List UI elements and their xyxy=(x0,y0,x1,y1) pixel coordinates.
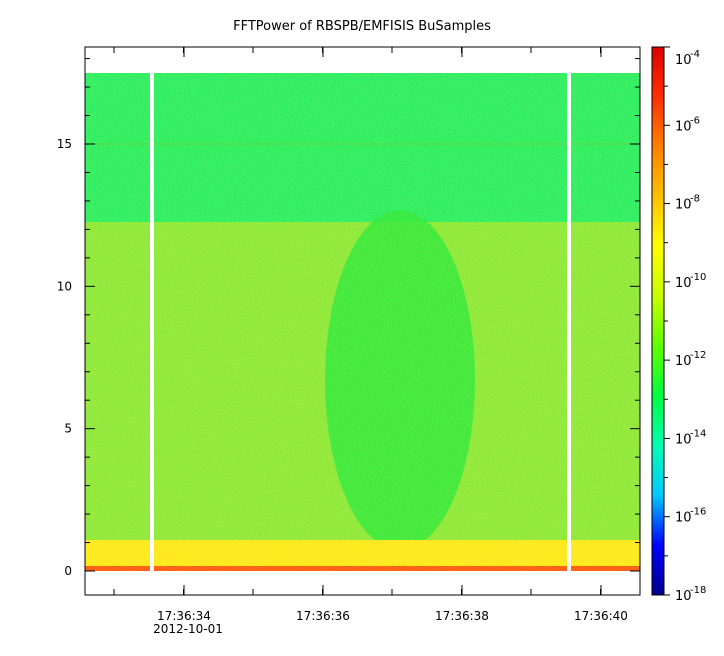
colorbar-tick-label: 10 xyxy=(675,198,692,213)
y-tick-label: 5 xyxy=(64,422,72,436)
speckle-texture xyxy=(85,73,640,571)
colorbar xyxy=(651,46,665,596)
colorbar-tick-label: 10 xyxy=(675,354,692,369)
x-tick-label: 17:36:34 xyxy=(157,609,211,623)
colorbar-tick-label: 10 xyxy=(675,53,692,68)
data-gap-2 xyxy=(567,73,571,571)
x-tick-label: 17:36:40 xyxy=(574,609,628,623)
colorbar-tick-exponent: -8 xyxy=(690,194,700,205)
y-tick-label: 10 xyxy=(57,279,72,293)
colorbar-tick-exponent: -14 xyxy=(690,428,706,439)
colorbar-tick-exponent: -4 xyxy=(690,49,700,60)
x-date-label: 2012-10-01 xyxy=(153,622,223,636)
colorbar-tick-label: 10 xyxy=(675,511,692,526)
y-axis: 0 5 10 15 xyxy=(57,58,640,578)
colorbar-tick-exponent: -16 xyxy=(690,507,706,518)
colorbar-tick-exponent: -6 xyxy=(690,115,700,126)
chart-title: FFTPower of RBSPB/EMFISIS BuSamples xyxy=(233,19,491,34)
colorbar-tick-label: 10 xyxy=(675,276,692,291)
spectrogram-plot-area xyxy=(85,47,640,595)
x-tick-label: 17:36:38 xyxy=(435,609,489,623)
colorbar-tick-label: 10 xyxy=(675,432,692,447)
y-tick-label: 0 xyxy=(64,564,72,578)
plot-frame xyxy=(84,46,641,596)
colorbar-tick-label: 10 xyxy=(675,589,692,604)
y-tick-label: 15 xyxy=(57,137,72,151)
colorbar-tick-exponent: -10 xyxy=(690,272,706,283)
colorbar-tick-exponent: -12 xyxy=(690,350,706,361)
x-axis: 17:36:34 17:36:36 17:36:38 17:36:40 xyxy=(113,47,628,623)
x-tick-label: 17:36:36 xyxy=(296,609,350,623)
colorbar-tick-label: 10 xyxy=(675,119,692,134)
data-gap-1 xyxy=(150,73,154,571)
colorbar-tick-exponent: -18 xyxy=(690,585,706,596)
